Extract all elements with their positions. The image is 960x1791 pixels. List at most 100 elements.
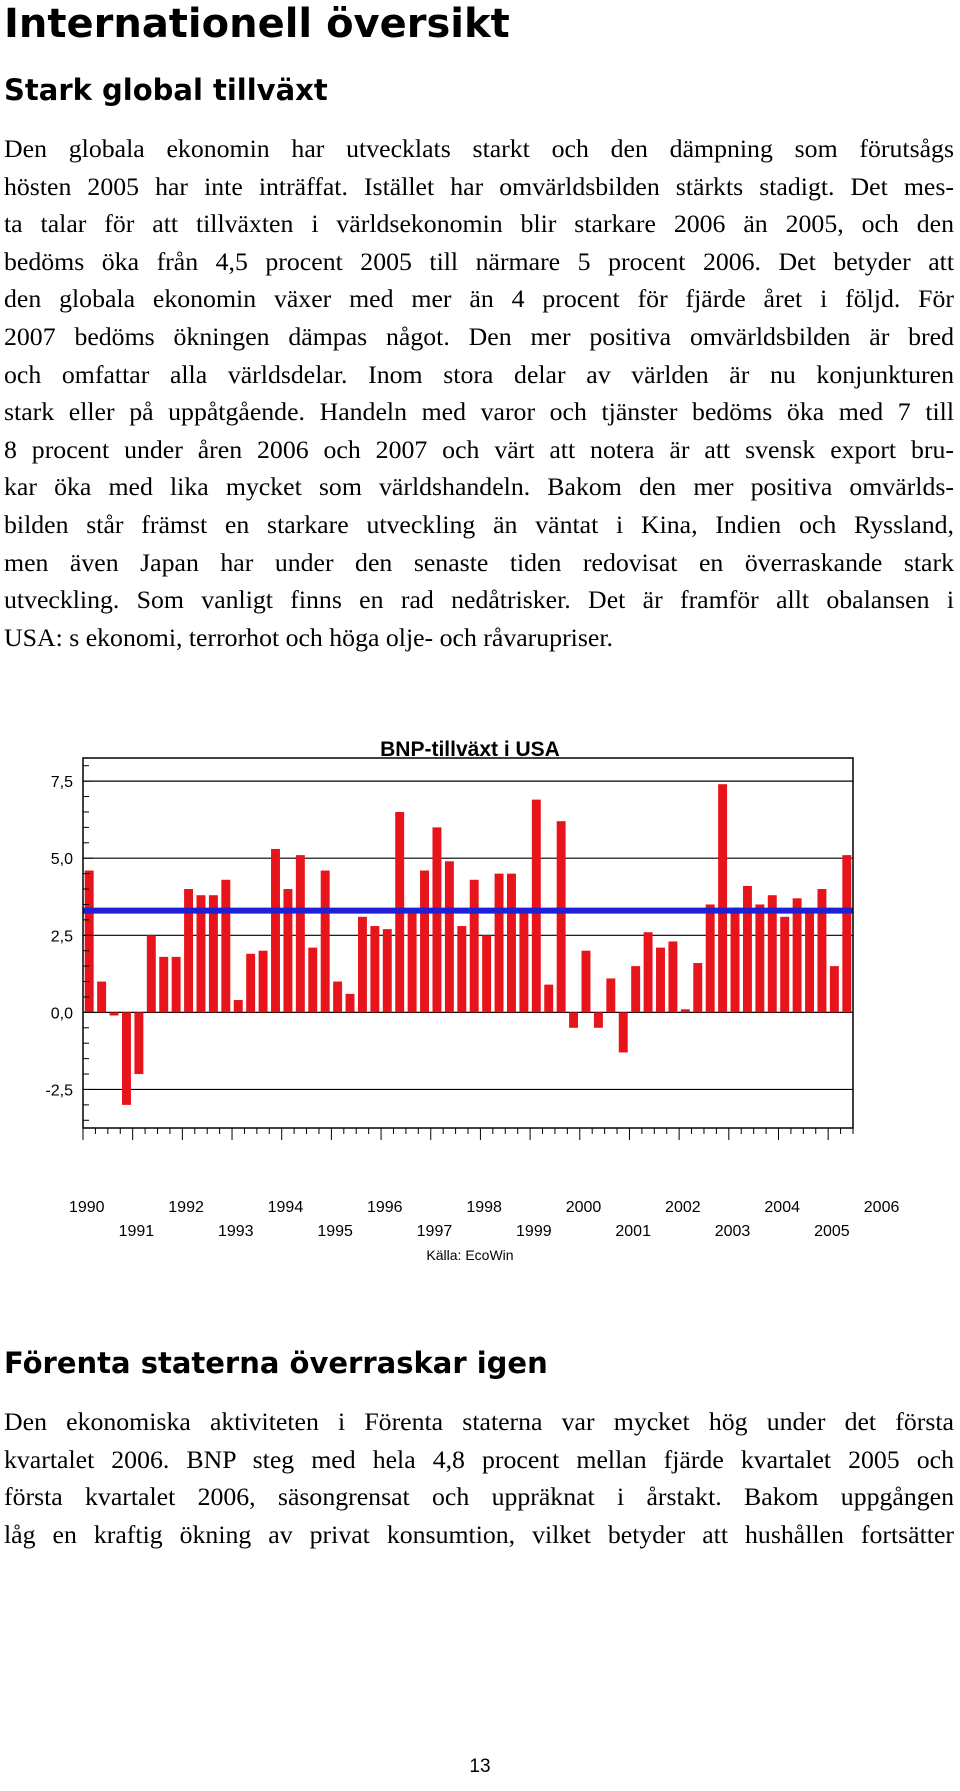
bar bbox=[705, 904, 715, 1013]
x-tick-label: 2004 bbox=[764, 1199, 800, 1216]
paragraph-line: utveckling. Som vanligt finns en rad ned… bbox=[4, 585, 954, 615]
bar bbox=[581, 950, 591, 1013]
x-tick-label: 1999 bbox=[516, 1223, 552, 1240]
chart-axis-labels: 7,5 5,0 2,5 0,0 -2,5 1990 1992 1994 1996 1998 2000… bbox=[45, 774, 899, 1240]
x-tick-label: 2001 bbox=[615, 1223, 651, 1240]
x-tick-label: 1992 bbox=[168, 1199, 204, 1216]
x-tick-label: 2005 bbox=[814, 1223, 850, 1240]
bar bbox=[283, 889, 293, 1013]
bar bbox=[271, 848, 280, 1013]
paragraph-line: kar öka med lika mycket som världshandel… bbox=[4, 472, 954, 502]
x-tick-label: 1997 bbox=[417, 1223, 453, 1240]
bar bbox=[457, 926, 467, 1013]
bar bbox=[569, 1012, 579, 1028]
paragraph-line: bilden står främst en starkare utvecklin… bbox=[4, 509, 954, 539]
x-tick-label: 1995 bbox=[317, 1223, 353, 1240]
bar bbox=[643, 932, 653, 1013]
paragraph-line: den globala ekonomin växer med mer än 4 … bbox=[4, 284, 954, 314]
bar bbox=[519, 910, 529, 1013]
bar bbox=[755, 904, 765, 1013]
bar bbox=[544, 984, 554, 1013]
bar bbox=[146, 935, 156, 1013]
bar bbox=[494, 873, 504, 1013]
page-number: 13 bbox=[469, 1756, 491, 1777]
bar bbox=[792, 898, 802, 1013]
x-tick-label: 1996 bbox=[367, 1199, 403, 1216]
bar bbox=[618, 1012, 628, 1053]
paragraph-line: hösten 2005 har inte inträffat. Istället… bbox=[4, 171, 954, 201]
paragraph-line: Den globala ekonomin har utvecklats star… bbox=[4, 134, 954, 163]
bar bbox=[606, 978, 616, 1013]
x-tick-label: 1990 bbox=[69, 1199, 105, 1216]
section-heading-united-states: Förenta staterna överraskar igen bbox=[4, 1346, 548, 1380]
x-tick-label: 1994 bbox=[268, 1199, 304, 1216]
bar bbox=[593, 1012, 603, 1028]
bar bbox=[308, 947, 318, 1013]
bar bbox=[258, 950, 268, 1013]
paragraph-line: 8 procent under åren 2006 och 2007 och v… bbox=[4, 434, 954, 464]
bar bbox=[531, 799, 541, 1013]
bar bbox=[159, 956, 169, 1013]
paragraph-line: bedöms öka från 4,5 procent 2005 till nä… bbox=[4, 246, 954, 276]
paragraph-line: Den ekonomiska aktiviteten i Förenta sta… bbox=[4, 1407, 954, 1436]
bar bbox=[444, 861, 454, 1013]
x-tick-label: 2000 bbox=[566, 1199, 602, 1216]
bar bbox=[134, 1012, 144, 1075]
x-tick-label: 1991 bbox=[119, 1223, 155, 1240]
chart-source-label: Källa: EcoWin bbox=[426, 1247, 513, 1260]
paragraph-line: låg en kraftig ökning av privat konsumti… bbox=[4, 1519, 954, 1549]
bar bbox=[730, 907, 740, 1013]
y-tick-label: 5,0 bbox=[51, 851, 73, 868]
paragraph-line: ta talar för att tillväxten i världsekon… bbox=[4, 209, 954, 239]
bar bbox=[631, 966, 641, 1013]
bar bbox=[718, 784, 728, 1013]
bar bbox=[246, 953, 256, 1013]
bar bbox=[208, 895, 218, 1013]
bar bbox=[842, 855, 852, 1013]
bar bbox=[196, 895, 206, 1013]
paragraph-line: 2007 bedöms ökningen dämpas något. Den m… bbox=[4, 321, 954, 351]
bar bbox=[357, 916, 367, 1013]
bar bbox=[382, 929, 392, 1013]
bar bbox=[121, 1012, 131, 1105]
bar bbox=[420, 870, 430, 1013]
bar bbox=[221, 879, 231, 1013]
bar bbox=[780, 916, 790, 1013]
x-tick-label: 2002 bbox=[665, 1199, 701, 1216]
bar bbox=[506, 873, 516, 1013]
x-tick-label: 2006 bbox=[864, 1199, 900, 1216]
paragraph-line: USA: s ekonomi, terrorhot och höga olje-… bbox=[4, 622, 613, 652]
bar bbox=[233, 1000, 243, 1013]
bar bbox=[295, 855, 305, 1013]
gdp-growth-usa-chart: BNP-tillväxt i USA 7,5 5,0 2,5 0,0 -2,5 1990 1… bbox=[45, 738, 899, 1260]
bar bbox=[97, 981, 107, 1013]
paragraph-line: kvartalet 2006. BNP steg med hela 4,8 pr… bbox=[4, 1444, 954, 1474]
bar bbox=[432, 827, 442, 1013]
bar bbox=[805, 910, 815, 1013]
bar bbox=[556, 821, 566, 1013]
bar bbox=[333, 981, 343, 1013]
bar bbox=[109, 1012, 119, 1016]
bar bbox=[320, 870, 330, 1013]
x-tick-label: 2003 bbox=[715, 1223, 751, 1240]
bar bbox=[817, 889, 827, 1013]
y-tick-label: 0,0 bbox=[51, 1005, 73, 1022]
x-tick-label: 1993 bbox=[218, 1223, 254, 1240]
bar bbox=[656, 947, 665, 1013]
section-heading-global-growth: Stark global tillväxt bbox=[4, 73, 328, 107]
paragraph-line: men även Japan har under den senaste tid… bbox=[4, 547, 954, 577]
paragraph-united-states: Den ekonomiska aktiviteten i Förenta sta… bbox=[4, 1403, 954, 1553]
bar bbox=[84, 870, 94, 1013]
paragraph-line: stark eller på uppåtgående. Handeln med … bbox=[4, 397, 954, 427]
bar bbox=[469, 879, 479, 1013]
bar bbox=[407, 910, 417, 1013]
y-tick-label: 7,5 bbox=[51, 774, 73, 791]
bar bbox=[767, 895, 777, 1013]
y-tick-label: 2,5 bbox=[51, 928, 73, 945]
chart-bars bbox=[84, 784, 852, 1105]
chart-title: BNP-tillväxt i USA bbox=[380, 738, 560, 761]
bar bbox=[345, 993, 355, 1013]
bar bbox=[742, 885, 752, 1013]
bar bbox=[668, 941, 678, 1013]
bar bbox=[482, 935, 492, 1013]
